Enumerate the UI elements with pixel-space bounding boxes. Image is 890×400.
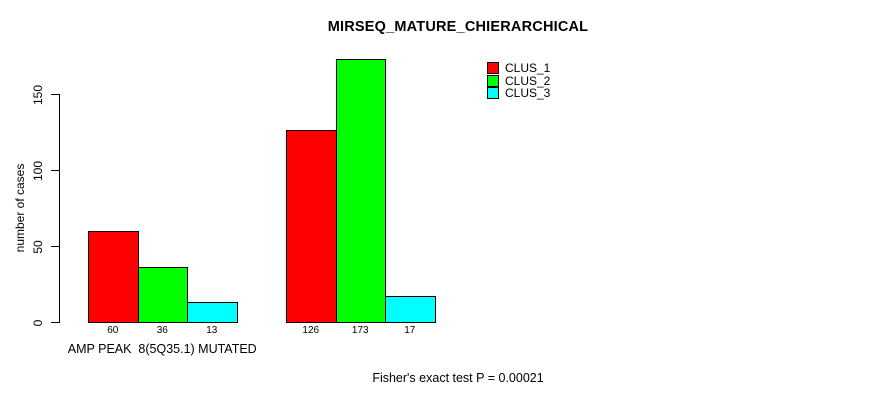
bar-value-label: 36 <box>156 325 168 336</box>
y-tick-mark <box>51 94 59 95</box>
bar-clus_1-group2 <box>286 130 337 323</box>
chart-title: MIRSEQ_MATURE_CHIERARCHICAL <box>327 19 589 35</box>
legend-label: CLUS_1 <box>505 61 551 76</box>
bar-value-label: 173 <box>351 325 369 336</box>
bar-clus_1-group1 <box>88 231 139 323</box>
y-axis-line <box>59 94 60 323</box>
legend-swatch-clus_2 <box>487 74 499 87</box>
bar-value-label: 17 <box>404 325 416 336</box>
legend-item-clus_2: CLUS_2 <box>487 73 551 88</box>
legend-item-clus_1: CLUS_1 <box>487 62 550 75</box>
legend-swatch-clus_1 <box>487 62 499 75</box>
bar-clus_3-group2 <box>385 296 436 323</box>
legend-swatch-clus_3 <box>487 87 499 100</box>
y-axis-label: number of cases <box>13 163 27 253</box>
bar-clus_2-group1 <box>137 267 188 323</box>
bar-value-label: 60 <box>107 325 119 336</box>
bar-value-label: 13 <box>206 325 218 336</box>
legend-item-clus_3: CLUS_3 <box>487 87 550 100</box>
bar-value-label: 126 <box>302 325 320 336</box>
bar-clus_2-group2 <box>335 59 386 323</box>
y-tick-label: 0 <box>31 319 45 326</box>
legend-label: CLUS_2 <box>505 73 551 88</box>
annotation-text: Fisher's exact test P = 0.00021 <box>372 371 544 385</box>
bar-clus_3-group1 <box>187 302 238 323</box>
y-tick-label: 100 <box>31 160 45 181</box>
y-tick-mark <box>51 246 59 247</box>
legend-label: CLUS_3 <box>505 86 551 101</box>
y-tick-mark <box>51 322 59 323</box>
y-tick-label: 150 <box>31 84 45 105</box>
y-tick-label: 50 <box>31 239 45 254</box>
legend: CLUS_1 CLUS_2 CLUS_3 <box>487 62 550 100</box>
x-group-label: AMP PEAK 8(5Q35.1) MUTATED <box>67 342 257 356</box>
y-tick-mark <box>51 170 59 171</box>
